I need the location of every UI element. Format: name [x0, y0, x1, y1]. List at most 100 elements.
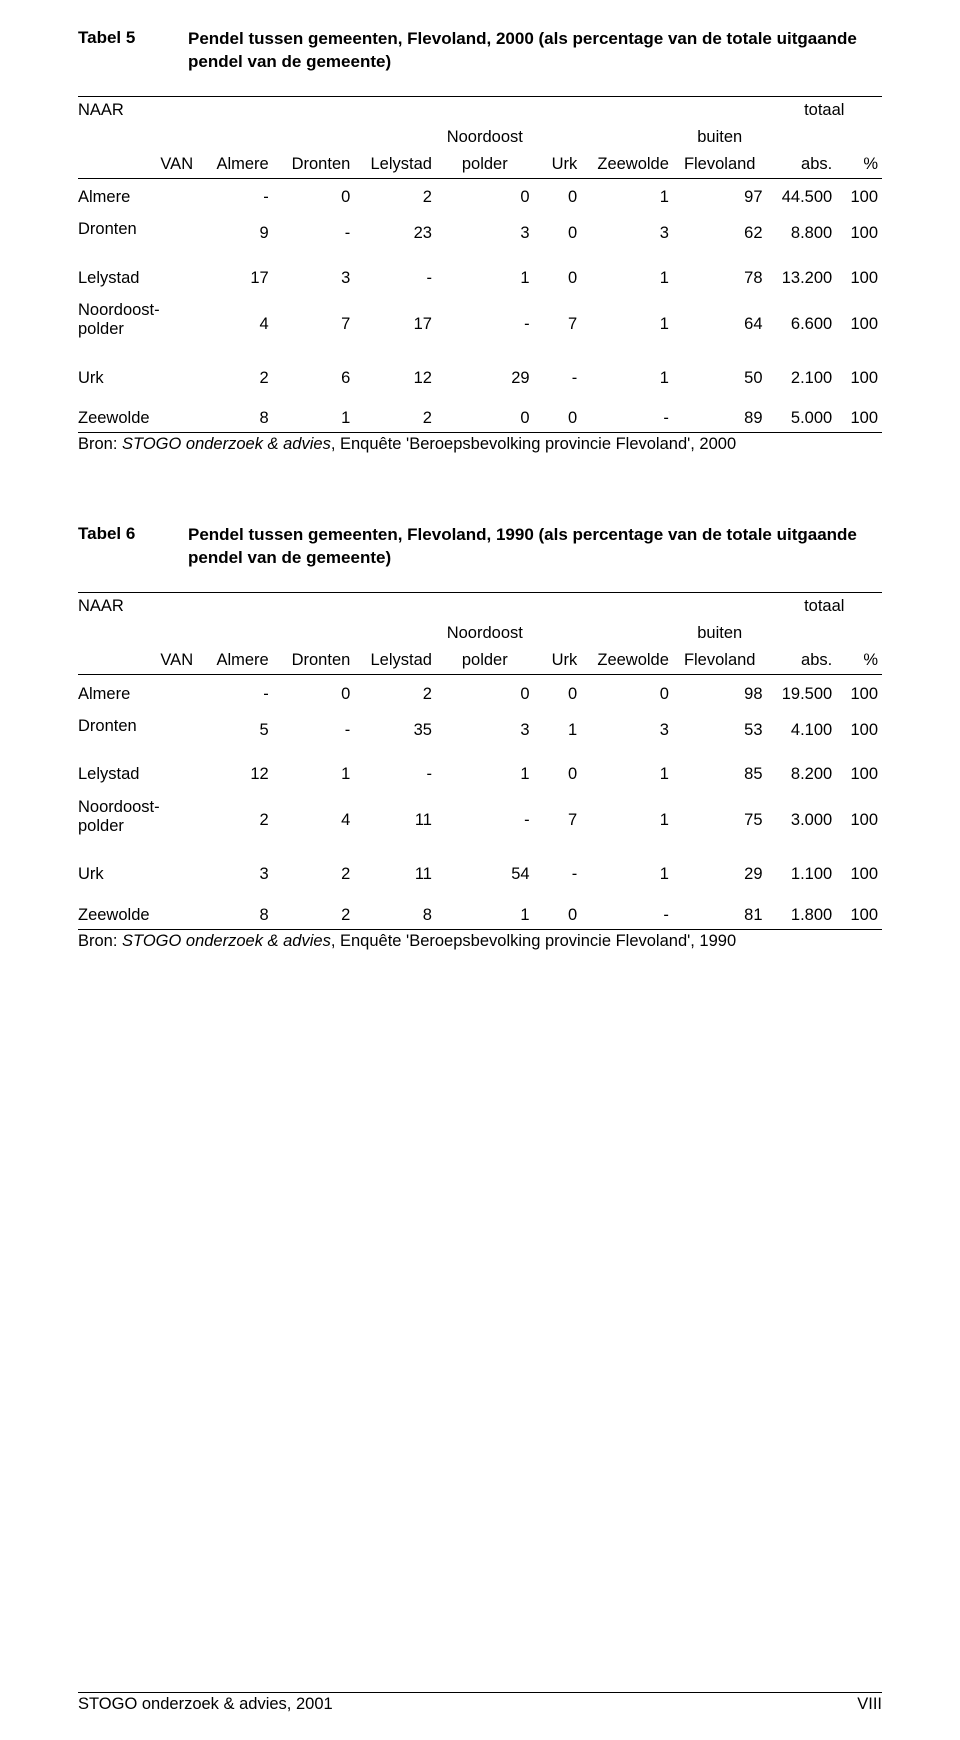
t6-row-2-c2: - — [354, 756, 436, 794]
t5-row-3-label: Noordoost- polder — [78, 297, 197, 351]
t6-row-2-c1: 1 — [273, 756, 355, 794]
tabel-6-van: VAN — [78, 647, 197, 675]
t6-row-0-c3: 0 — [436, 675, 534, 713]
t5-row-1-c4: 0 — [534, 216, 582, 251]
t5-row-4-c7: 2.100 — [767, 359, 837, 397]
col2-dronten: Dronten — [273, 647, 355, 675]
col2-pct: % — [836, 647, 882, 675]
t6-row-0-c0: - — [197, 675, 273, 713]
t5-row-1-c1: - — [273, 216, 355, 251]
tabel-6-label: Tabel 6 — [78, 524, 188, 570]
t6-row-5-c8: 100 — [836, 902, 882, 929]
t5-row-3-c0: 4 — [197, 297, 273, 351]
t5-row-0-c0: - — [197, 178, 273, 216]
t6-row-4-c3: 54 — [436, 856, 534, 894]
tabel-6-naar: NAAR — [78, 593, 197, 621]
t6-row-4-c6: 29 — [673, 856, 767, 894]
t5-row-1-label: Dronten — [78, 216, 197, 251]
t5-row-0-c1: 0 — [273, 178, 355, 216]
t5-row-2-c5: 1 — [581, 259, 673, 297]
t5-row-3: Noordoost- polder4717-71646.600100 — [78, 297, 882, 351]
tabel-5-source-pre: Bron: — [78, 435, 122, 453]
t6-row-1-c6: 53 — [673, 713, 767, 748]
t6-row-1-c7: 4.100 — [767, 713, 837, 748]
t5-row-2-c6: 78 — [673, 259, 767, 297]
t6-row-5-c0: 8 — [197, 902, 273, 929]
t5-row-0-c8: 100 — [836, 178, 882, 216]
t6-row-5-c2: 8 — [354, 902, 436, 929]
t5-row-5-c3: 0 — [436, 405, 534, 432]
t6-row-0-c4: 0 — [534, 675, 582, 713]
t6-row-5-c4: 0 — [534, 902, 582, 929]
t6-row-0-c7: 19.500 — [767, 675, 837, 713]
tabel-6: NAAR totaal Noordoost buiten VAN Almere … — [78, 592, 882, 929]
col2-almere: Almere — [197, 647, 273, 675]
t5-row-1-c5: 3 — [581, 216, 673, 251]
tabel-5-van: VAN — [78, 151, 197, 179]
t6-row-1-c8: 100 — [836, 713, 882, 748]
t5-row-4-c6: 50 — [673, 359, 767, 397]
t6-row-2-c3: 1 — [436, 756, 534, 794]
col2-buiten: Flevoland — [673, 647, 767, 675]
col2-buiten-top: buiten — [673, 620, 767, 647]
t6-row-4-c8: 100 — [836, 856, 882, 894]
t6-row-3-c8: 100 — [836, 794, 882, 848]
t6-row-4-c1: 2 — [273, 856, 355, 894]
t5-row-1-c0: 9 — [197, 216, 273, 251]
col-pct: % — [836, 151, 882, 179]
tabel-5-naar: NAAR — [78, 96, 197, 124]
col-almere: Almere — [197, 151, 273, 179]
tabel-5-source-it: STOGO onderzoek & advies — [122, 435, 331, 453]
t6-row-4-c5: 1 — [581, 856, 673, 894]
t5-row-1-c3: 3 — [436, 216, 534, 251]
col-buiten: Flevoland — [673, 151, 767, 179]
t5-row-4-c8: 100 — [836, 359, 882, 397]
t6-row-0-c2: 2 — [354, 675, 436, 713]
tabel-5-source-post: , Enquête 'Beroepsbevolking provincie Fl… — [331, 435, 736, 453]
t6-row-3-c5: 1 — [581, 794, 673, 848]
t6-row-1-c5: 3 — [581, 713, 673, 748]
t5-row-5-c2: 2 — [354, 405, 436, 432]
t5-row-0-label: Almere — [78, 178, 197, 216]
tabel-6-source-pre: Bron: — [78, 932, 122, 950]
t5-row-2-c0: 17 — [197, 259, 273, 297]
t6-row-3-c2: 11 — [354, 794, 436, 848]
tabel-5-title-row: Tabel 5 Pendel tussen gemeenten, Flevola… — [78, 28, 882, 74]
t6-row-1-c4: 1 — [534, 713, 582, 748]
t6-row-3-c6: 75 — [673, 794, 767, 848]
tabel-6-source-post: , Enquête 'Beroepsbevolking provincie Fl… — [331, 932, 736, 950]
tabel-6-title: Pendel tussen gemeenten, Flevoland, 1990… — [188, 524, 882, 570]
t5-row-2-c8: 100 — [836, 259, 882, 297]
t5-row-5-c4: 0 — [534, 405, 582, 432]
t5-row-1: Dronten9-23303628.800100 — [78, 216, 882, 251]
t5-row-3-c6: 64 — [673, 297, 767, 351]
tabel-5: NAAR totaal Noordoost buiten VAN Almere … — [78, 96, 882, 433]
t6-row-3-c4: 7 — [534, 794, 582, 848]
t6-row-4-c0: 3 — [197, 856, 273, 894]
tabel-5-title: Pendel tussen gemeenten, Flevoland, 2000… — [188, 28, 882, 74]
t6-row-1-c3: 3 — [436, 713, 534, 748]
tabel-6-source: Bron: STOGO onderzoek & advies, Enquête … — [78, 929, 882, 951]
t6-row-5-c3: 1 — [436, 902, 534, 929]
t6-row-4-c2: 11 — [354, 856, 436, 894]
t6-row-3-c1: 4 — [273, 794, 355, 848]
col2-urk: Urk — [534, 647, 582, 675]
t5-row-3-c3: - — [436, 297, 534, 351]
t5-row-3-c1: 7 — [273, 297, 355, 351]
t6-row-5-c6: 81 — [673, 902, 767, 929]
t6-row-2-c4: 0 — [534, 756, 582, 794]
tabel-6-title-row: Tabel 6 Pendel tussen gemeenten, Flevola… — [78, 524, 882, 570]
t5-row-0-c6: 97 — [673, 178, 767, 216]
t6-row-0-label: Almere — [78, 675, 197, 713]
footer-left-post: , 2001 — [287, 1695, 333, 1713]
tabel-5-label: Tabel 5 — [78, 28, 188, 74]
t6-row-2-c7: 8.200 — [767, 756, 837, 794]
t6-row-0: Almere-020009819.500100 — [78, 675, 882, 713]
t5-row-5-c8: 100 — [836, 405, 882, 432]
t6-row-3-c3: - — [436, 794, 534, 848]
t5-row-5-c5: - — [581, 405, 673, 432]
tabel-5-block: Tabel 5 Pendel tussen gemeenten, Flevola… — [78, 28, 882, 454]
t5-row-4-c5: 1 — [581, 359, 673, 397]
t6-row-4: Urk321154-1291.100100 — [78, 856, 882, 894]
t5-row-4-c4: - — [534, 359, 582, 397]
